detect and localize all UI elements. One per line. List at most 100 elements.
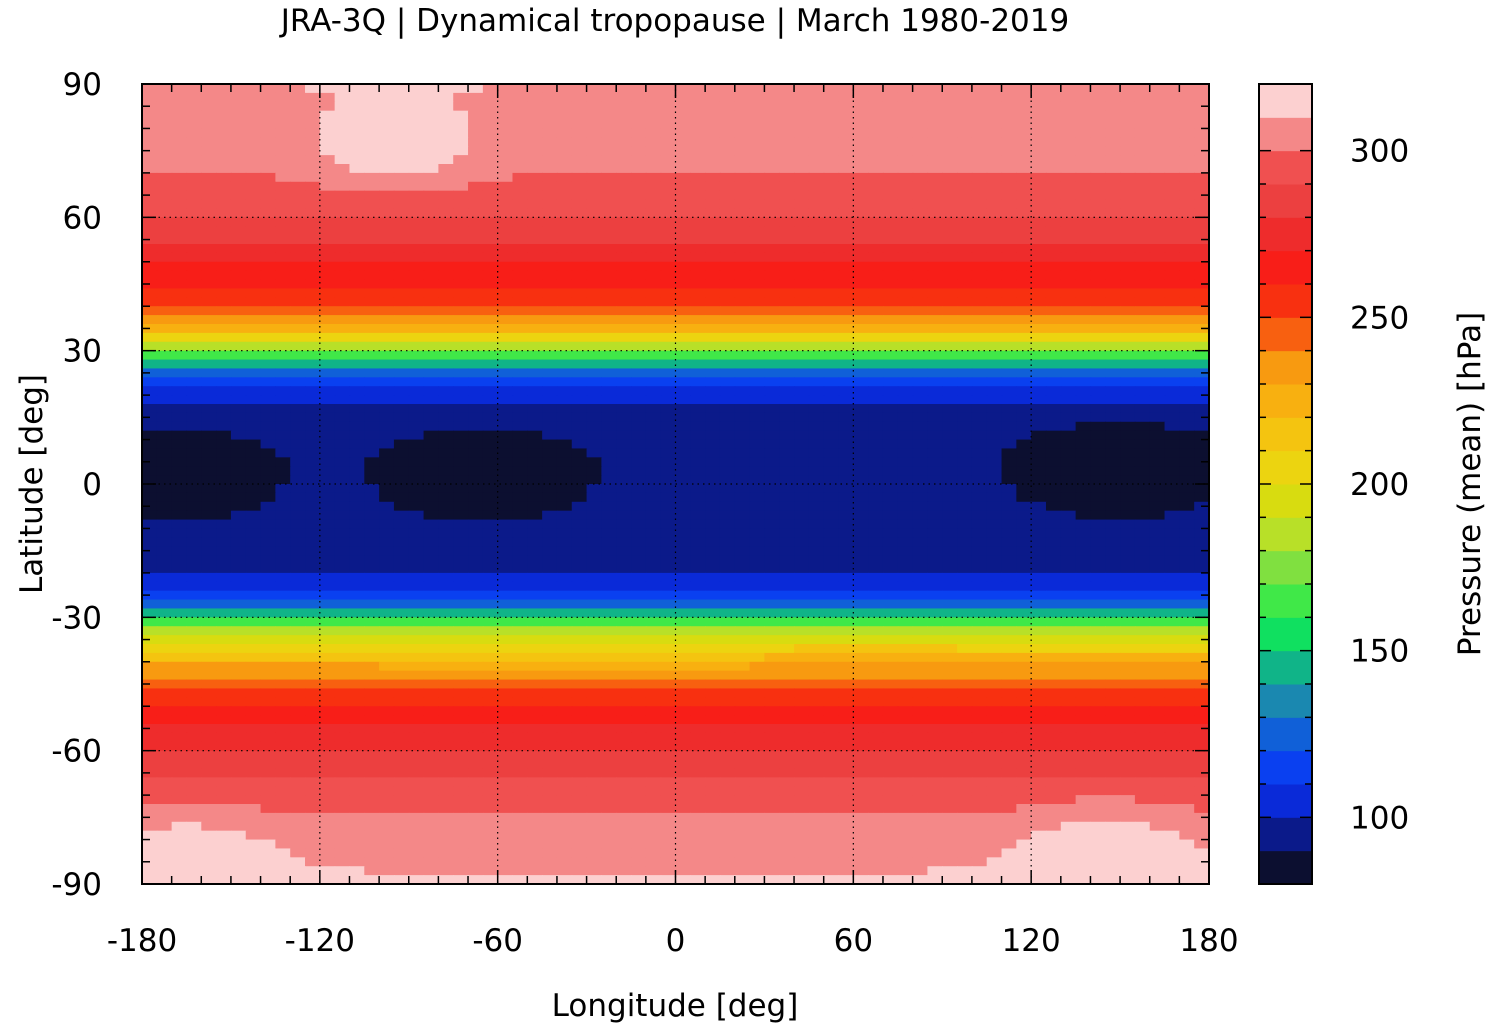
- field-cell: [290, 492, 306, 503]
- field-cell: [1134, 466, 1151, 476]
- field-cell: [764, 235, 780, 245]
- field-cell: [690, 101, 706, 112]
- field-cell: [927, 519, 943, 530]
- field-cell: [957, 599, 973, 610]
- field-cell: [260, 439, 276, 450]
- field-cell: [364, 288, 380, 298]
- field-cell: [645, 315, 662, 325]
- field-cell: [1031, 510, 1047, 521]
- field-cell: [334, 670, 351, 681]
- field-cell: [1164, 226, 1180, 236]
- field-cell: [542, 324, 558, 334]
- field-cell: [1045, 510, 1062, 521]
- field-cell: [186, 555, 202, 565]
- field-cell: [808, 484, 825, 494]
- field-cell: [838, 679, 854, 690]
- field-cell: [957, 332, 973, 343]
- field-cell: [142, 608, 158, 618]
- field-cell: [645, 537, 662, 547]
- field-cell: [1090, 537, 1106, 547]
- field-cell: [260, 377, 276, 387]
- field-cell: [927, 84, 943, 94]
- field-cell: [408, 608, 425, 618]
- field-cell: [1031, 537, 1047, 547]
- field-cell: [734, 537, 751, 547]
- field-cell: [497, 439, 514, 450]
- field-cell: [1031, 208, 1047, 218]
- field-cell: [1120, 492, 1136, 503]
- field-cell: [1016, 359, 1032, 370]
- field-cell: [571, 528, 588, 538]
- field-cell: [1194, 395, 1210, 405]
- field-cell: [675, 101, 691, 112]
- field-cell: [171, 270, 188, 281]
- field-cell: [631, 688, 647, 698]
- field-cell: [497, 635, 514, 645]
- field-cell: [423, 217, 439, 227]
- field-cell: [719, 235, 736, 245]
- field-cell: [942, 368, 958, 378]
- field-cell: [438, 386, 454, 396]
- field-cell: [675, 617, 691, 627]
- field-cell: [1031, 341, 1047, 352]
- field-cell: [1194, 688, 1210, 698]
- field-cell: [838, 466, 854, 476]
- field-cell: [1031, 359, 1047, 370]
- field-cell: [675, 119, 691, 130]
- field-cell: [986, 101, 1003, 112]
- field-cell: [927, 581, 943, 592]
- field-cell: [393, 297, 410, 307]
- field-cell: [230, 510, 247, 521]
- field-cell: [334, 172, 351, 183]
- field-cell: [749, 270, 766, 281]
- field-cell: [897, 599, 914, 610]
- field-cell: [245, 492, 262, 503]
- field-cell: [156, 172, 173, 183]
- field-cell: [616, 332, 632, 343]
- field-cell: [171, 386, 188, 396]
- field-cell: [497, 350, 514, 361]
- field-cell: [305, 430, 321, 441]
- field-cell: [897, 235, 914, 245]
- field-cell: [142, 421, 158, 432]
- field-cell: [482, 448, 499, 458]
- field-cell: [660, 110, 677, 121]
- field-cell: [1031, 252, 1047, 263]
- field-cell: [453, 484, 469, 494]
- field-cell: [319, 244, 336, 254]
- field-cell: [675, 679, 691, 690]
- field-cell: [942, 652, 958, 663]
- field-cell: [527, 199, 543, 210]
- field-cell: [497, 208, 514, 218]
- field-cell: [349, 421, 365, 432]
- field-cell: [927, 146, 943, 156]
- field-cell: [986, 635, 1003, 645]
- field-cell: [571, 181, 588, 192]
- field-cell: [1134, 359, 1151, 370]
- field-cell: [305, 270, 321, 281]
- field-cell: [616, 475, 632, 485]
- field-cell: [1090, 359, 1106, 370]
- field-cell: [216, 510, 232, 521]
- field-cell: [245, 537, 262, 547]
- field-cell: [645, 297, 662, 307]
- field-cell: [631, 350, 647, 361]
- field-cell: [379, 306, 395, 316]
- field-cell: [245, 377, 262, 387]
- field-cell: [468, 350, 484, 361]
- field-cell: [230, 119, 247, 130]
- field-cell: [779, 252, 795, 263]
- field-cell: [868, 484, 884, 494]
- field-cell: [571, 119, 588, 130]
- field-cell: [319, 110, 336, 121]
- field-cell: [1149, 137, 1166, 147]
- field-cell: [482, 270, 499, 281]
- field-cell: [423, 475, 439, 485]
- field-cell: [1179, 235, 1195, 245]
- field-cell: [927, 626, 943, 636]
- field-cell: [719, 181, 736, 192]
- field-cell: [305, 439, 321, 450]
- field-cell: [1179, 430, 1195, 441]
- field-cell: [764, 155, 780, 165]
- field-cell: [868, 155, 884, 165]
